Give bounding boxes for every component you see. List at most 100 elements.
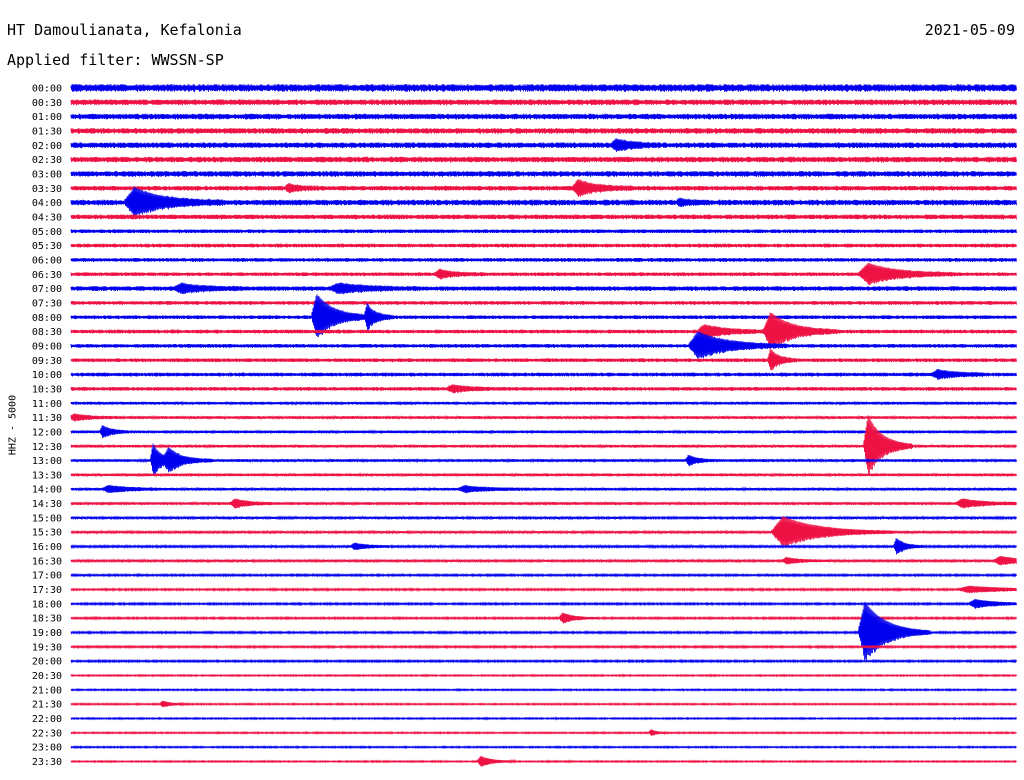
station-title: HT Damoulianata, Kefalonia: [7, 21, 242, 39]
trace-row-0030: [70, 99, 1017, 106]
row-time-label: 13:00: [32, 456, 62, 467]
trace-row-1700: [70, 572, 1017, 578]
row-time-label: 01:00: [32, 112, 62, 123]
row-time-label: 12:30: [32, 442, 62, 453]
trace-row-1600: [70, 538, 1017, 555]
trace-row-0600: [70, 257, 1017, 263]
row-time-label: 08:00: [32, 313, 62, 324]
trace-row-2230: [70, 729, 1017, 736]
trace-row-0930: [70, 349, 1017, 371]
row-time-label: 00:00: [32, 84, 62, 95]
trace-row-0230: [70, 156, 1017, 163]
row-time-label: 07:00: [32, 284, 62, 295]
row-time-label: 18:30: [32, 614, 62, 625]
trace-row-2130: [70, 700, 1017, 708]
row-time-label: 01:30: [32, 126, 62, 137]
trace-row-0530: [70, 243, 1017, 248]
row-time-label: 12:00: [32, 427, 62, 438]
trace-row-1500: [70, 515, 1017, 521]
row-time-label: 13:30: [32, 470, 62, 481]
trace-row-2200: [70, 716, 1017, 721]
trace-row-0830: [70, 312, 1017, 349]
row-time-label: 14:30: [32, 499, 62, 510]
trace-row-1130: [70, 413, 1017, 422]
row-time-label: 11:00: [32, 399, 62, 410]
trace-row-0300: [70, 170, 1017, 177]
trace-row-1630: [70, 555, 1017, 566]
row-time-label: 05:00: [32, 227, 62, 238]
row-time-label: 08:30: [32, 327, 62, 338]
date-label: 2021-05-09: [924, 21, 1015, 39]
trace-row-2330: [70, 755, 1017, 767]
trace-row-2300: [70, 745, 1017, 750]
trace-row-1800: [70, 598, 1017, 609]
row-time-label: 23:00: [32, 743, 62, 754]
trace-row-0730: [70, 300, 1017, 305]
row-time-label: 15:00: [32, 513, 62, 524]
trace-row-0630: [70, 262, 1017, 286]
trace-row-1400: [70, 484, 1017, 494]
row-time-label: 03:30: [32, 184, 62, 195]
row-time-label: 15:30: [32, 528, 62, 539]
row-time-label: 06:00: [32, 255, 62, 266]
trace-row-0130: [70, 127, 1017, 134]
trace-row-2030: [70, 673, 1017, 678]
trace-row-0330: [70, 179, 1017, 198]
row-time-label: 14:00: [32, 485, 62, 496]
trace-row-0500: [70, 229, 1017, 234]
trace-row-0430: [70, 214, 1017, 220]
trace-row-2000: [70, 658, 1017, 664]
row-time-label: 20:30: [32, 671, 62, 682]
trace-row-1830: [70, 612, 1017, 624]
row-time-label: 18:00: [32, 599, 62, 610]
trace-row-1230: [70, 415, 1017, 476]
row-time-label: 21:00: [32, 685, 62, 696]
trace-row-0400: [70, 186, 1017, 218]
row-time-label: 17:30: [32, 585, 62, 596]
row-time-label: 02:30: [32, 155, 62, 166]
row-time-label: 22:00: [32, 714, 62, 725]
row-time-label: 03:00: [32, 169, 62, 180]
trace-row-0700: [70, 282, 1017, 295]
trace-row-0200: [70, 138, 1017, 153]
trace-row-1530: [70, 516, 1017, 547]
row-time-label: 22:30: [32, 728, 62, 739]
trace-row-0900: [70, 331, 1017, 359]
row-time-label: 05:30: [32, 241, 62, 252]
trace-row-1730: [70, 585, 1017, 594]
row-time-label: 19:00: [32, 628, 62, 639]
row-time-label: 21:30: [32, 700, 62, 711]
row-time-label: 09:00: [32, 341, 62, 352]
trace-row-1900: [70, 602, 1017, 662]
row-time-label: 11:30: [32, 413, 62, 424]
row-time-label: 16:30: [32, 556, 62, 567]
trace-row-2100: [70, 687, 1017, 692]
row-time-label: 19:30: [32, 642, 62, 653]
trace-row-1000: [70, 368, 1017, 380]
row-time-label: 04:30: [32, 212, 62, 223]
trace-row-1330: [70, 472, 1017, 478]
row-time-label: 06:30: [32, 270, 62, 281]
row-time-label: 07:30: [32, 298, 62, 309]
trace-row-1200: [70, 425, 1017, 438]
trace-row-1100: [70, 400, 1017, 406]
row-time-label: 17:00: [32, 571, 62, 582]
trace-row-1300: [70, 443, 1017, 477]
trace-row-0800: [70, 294, 1017, 337]
filter-label: Applied filter: WWSSN-SP: [7, 51, 224, 69]
trace-row-1030: [70, 384, 1017, 394]
trace-row-0000: [70, 83, 1017, 93]
row-time-label: 10:30: [32, 384, 62, 395]
row-time-label: 00:30: [32, 98, 62, 109]
row-time-label: 02:00: [32, 141, 62, 152]
row-time-label: 20:00: [32, 657, 62, 668]
row-time-label: 09:30: [32, 356, 62, 367]
trace-row-1430: [70, 498, 1017, 509]
trace-row-0100: [70, 113, 1017, 120]
row-time-label: 10:00: [32, 370, 62, 381]
row-time-label: 16:00: [32, 542, 62, 553]
trace-row-1930: [70, 644, 1017, 650]
row-time-label: 04:00: [32, 198, 62, 209]
row-time-label: 23:30: [32, 757, 62, 768]
